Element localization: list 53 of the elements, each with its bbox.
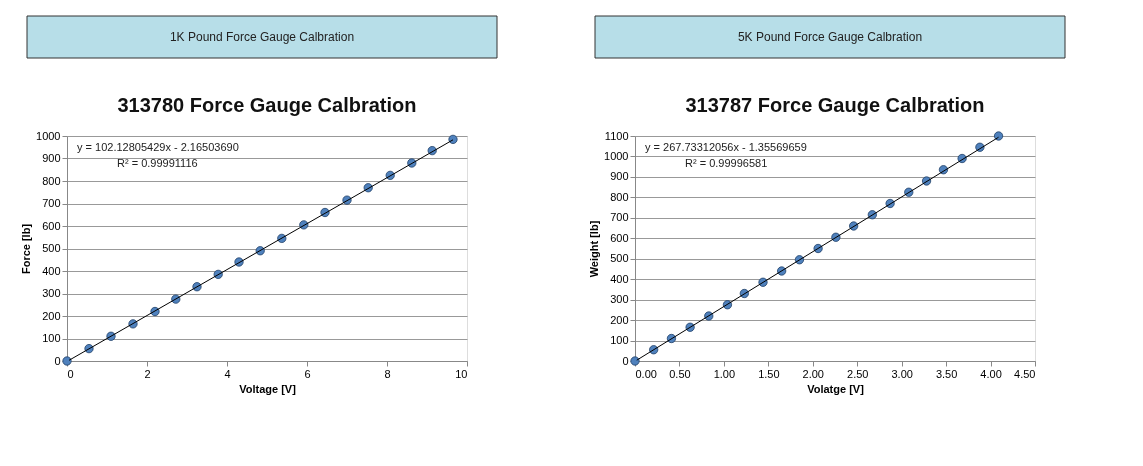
annotation: y = 267.73312056x - 1.35569659 — [645, 141, 807, 153]
y-tick-label: 600 — [610, 231, 629, 244]
text: 1K Pound Force Gauge Calbration — [169, 30, 355, 44]
text: 5K Pound Force Gauge Calbration — [737, 30, 923, 44]
x-tick-label: 1.00 — [713, 367, 736, 380]
x-tick-label: 0.50 — [669, 367, 691, 380]
y-tick-label: 100 — [610, 334, 629, 347]
point — [448, 134, 458, 144]
y-axis-title: Force [lb] — [20, 223, 33, 275]
x-tick-label: 4.00 — [980, 367, 1002, 380]
x-tick-label: 0 — [67, 367, 74, 380]
chart-title: 313780 Force Gauge Calbration — [117, 94, 417, 116]
y-tick-label: 300 — [42, 287, 61, 299]
y-tick-label: 500 — [42, 242, 61, 254]
x-tick-label: 0.00 — [635, 367, 657, 380]
x-tick-label: 2.00 — [802, 367, 824, 380]
x-tick-label: 1.50 — [758, 367, 780, 380]
y-tick-label: 700 — [42, 197, 61, 209]
annotation: y = 102.12805429x - 2.16503690 — [77, 141, 239, 153]
y-tick-label: 600 — [42, 219, 61, 232]
y-tick-label: 100 — [42, 332, 61, 344]
x-tick-label: 6 — [304, 367, 311, 380]
x-tick-label: 10 — [455, 367, 468, 380]
y-tick-label: 800 — [42, 174, 61, 187]
y-tick-label: 1000 — [36, 129, 61, 142]
y-tick-label: 400 — [42, 264, 61, 277]
y-tick-label: 0 — [54, 354, 61, 367]
y-tick-label: 700 — [610, 211, 629, 224]
annotation: R² = 0.99991116 — [117, 157, 198, 169]
y-tick-label: 200 — [42, 309, 61, 322]
x-tick-label: 3.50 — [935, 367, 958, 380]
y-tick-label: 0 — [622, 354, 629, 367]
y-tick-label: 900 — [610, 170, 629, 183]
y-tick-label: 500 — [610, 252, 629, 265]
y-tick-label: 400 — [610, 272, 629, 285]
annotation: R² = 0.99996581 — [685, 157, 768, 169]
y-tick-label: 1000 — [604, 149, 629, 162]
x-tick-label: 8 — [384, 367, 391, 380]
y-tick-label: 900 — [42, 152, 61, 164]
x-axis-title: Voltage [V] — [239, 382, 297, 395]
y-tick-label: 1100 — [604, 129, 629, 142]
y-tick-label: 800 — [610, 190, 629, 203]
y-tick-label: 300 — [610, 293, 629, 306]
x-tick-label: 2 — [144, 367, 151, 380]
chart-title: 313787 Force Gauge Calbration — [685, 94, 985, 116]
x-axis-title: Volatge [V] — [807, 382, 865, 395]
x-tick-label: 3.00 — [891, 367, 913, 380]
x-tick-label: 4.50 — [1014, 367, 1036, 380]
x-tick-label: 4 — [224, 367, 231, 380]
y-tick-label: 200 — [610, 313, 629, 326]
x-tick-label: 2.50 — [847, 367, 869, 380]
y-axis-title: Weight [lb] — [588, 220, 601, 278]
point — [993, 131, 1004, 141]
